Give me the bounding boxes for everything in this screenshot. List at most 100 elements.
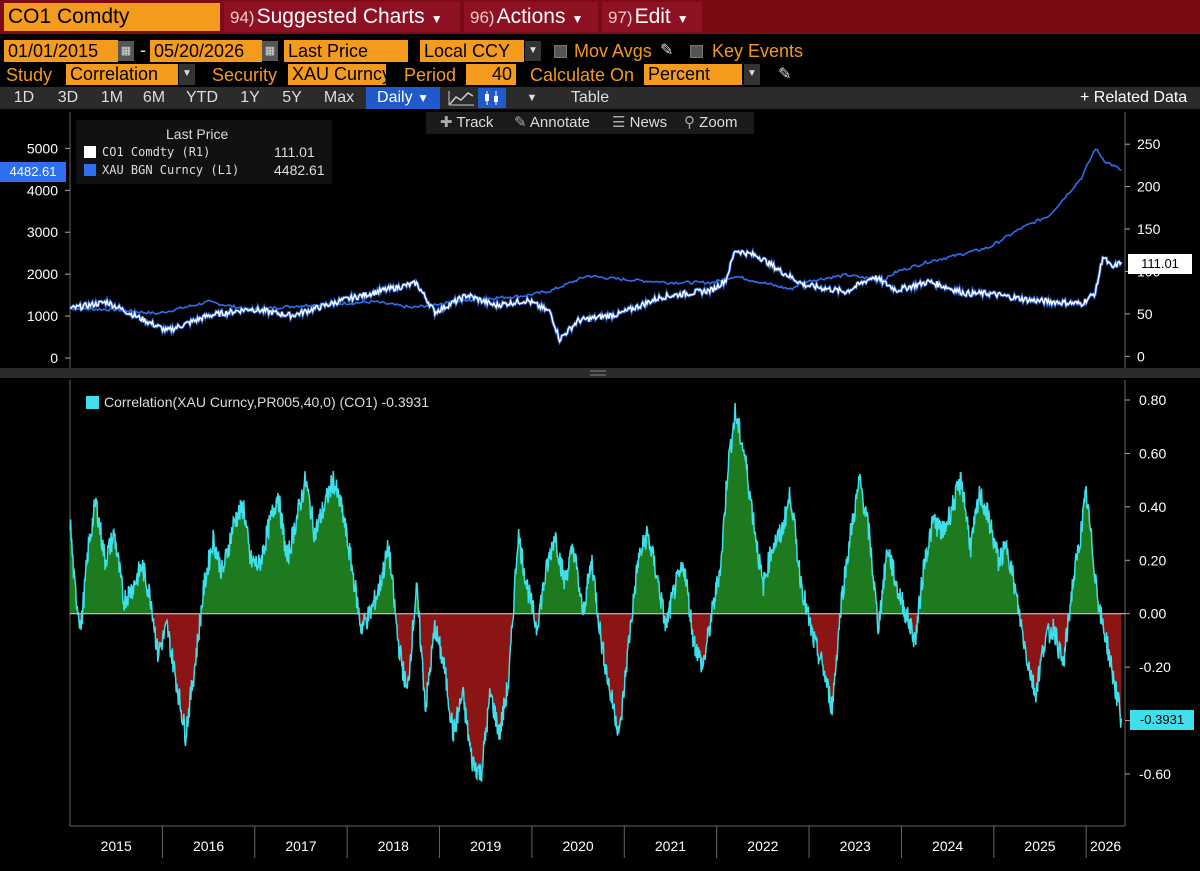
study-select[interactable]: Correlation: [66, 64, 178, 85]
track-tool[interactable]: ✚ Track: [440, 113, 493, 133]
security-input[interactable]: XAU Curncy: [288, 64, 386, 85]
chevron-down-icon: ▼: [676, 12, 689, 26]
legend-title: Last Price: [166, 126, 229, 142]
right-axis-tick-label: 150: [1137, 221, 1161, 237]
corr-axis-tick-label: 0.60: [1139, 445, 1166, 461]
pen-icon: ✎: [514, 114, 527, 131]
pencil-icon[interactable]: ✎: [778, 66, 792, 83]
study-label: Study: [6, 65, 53, 85]
year-label: 2024: [932, 838, 963, 854]
actions-num: 96): [470, 8, 495, 27]
chevron-down-icon[interactable]: ▼: [525, 41, 541, 61]
year-label: 2017: [285, 838, 316, 854]
corr-axis-tick-label: 0.40: [1139, 499, 1166, 515]
suggested-num: 94): [230, 8, 255, 27]
left-axis-tick-label: 3000: [27, 224, 58, 240]
edit-button[interactable]: 97)Edit ▼: [602, 2, 702, 32]
date-separator: -: [140, 40, 146, 60]
brent-price-line: [69, 249, 1122, 344]
corr-negative-area: [70, 613, 1122, 781]
price-field-select[interactable]: Last Price: [284, 40, 408, 62]
year-label: 2020: [563, 838, 594, 854]
left-axis-tick-label: 0: [50, 350, 58, 366]
range-3d[interactable]: 3D: [57, 89, 79, 106]
range-5y[interactable]: 5Y: [282, 89, 302, 106]
annotate-tool[interactable]: ✎ Annotate: [514, 113, 590, 133]
year-label: 2018: [378, 838, 409, 854]
chevron-down-icon[interactable]: ▼: [744, 64, 760, 85]
mov-avgs-checkbox[interactable]: [554, 45, 567, 58]
news-icon: ☰: [612, 114, 626, 131]
security-label: Security: [212, 65, 278, 85]
actions-button[interactable]: 96)Actions ▼: [464, 2, 598, 32]
correlation-legend-label: Correlation(XAU Curncy,PR005,40,0) (CO1)…: [104, 394, 429, 410]
frequency-select[interactable]: Daily ▼: [366, 87, 440, 109]
range-1m[interactable]: 1M: [100, 89, 124, 106]
brent-last-tag: 111.01: [1128, 254, 1192, 274]
related-data-button[interactable]: + Related Data: [1080, 89, 1188, 106]
year-label: 2019: [470, 838, 501, 854]
news-tool[interactable]: ☰ News: [612, 113, 667, 133]
period-input[interactable]: 40: [466, 64, 516, 85]
chevron-down-icon: ▼: [430, 12, 443, 26]
edit-num: 97): [608, 8, 633, 27]
right-axis-tick-label: 0: [1137, 348, 1145, 364]
range-6m[interactable]: 6M: [142, 89, 166, 106]
year-label: 2016: [193, 838, 224, 854]
legend-gold-value: 4482.61: [274, 162, 325, 178]
suggested-label: Suggested Charts: [256, 5, 425, 28]
range-max[interactable]: Max: [323, 89, 355, 106]
crosshair-icon: ✚: [440, 114, 453, 131]
range-1y[interactable]: 1Y: [240, 89, 260, 106]
year-label: 2021: [655, 838, 686, 854]
chevron-down-icon: ▼: [571, 12, 584, 26]
corr-axis-tick-label: 0.20: [1139, 552, 1166, 568]
calendar-icon[interactable]: ▦: [262, 41, 278, 61]
range-ytd[interactable]: YTD: [186, 89, 218, 106]
security-field[interactable]: CO1 Comdty: [4, 3, 220, 31]
corr-axis-tick-label: 0.80: [1139, 392, 1166, 408]
chevron-down-icon: ▼: [417, 91, 429, 105]
year-label: 2025: [1024, 838, 1055, 854]
correlation-line: [69, 402, 1123, 783]
pencil-icon[interactable]: ✎: [660, 42, 674, 59]
candlestick-icon[interactable]: [478, 88, 506, 108]
right-axis-tick-label: 250: [1137, 136, 1161, 152]
brent-price-line-outline: [69, 246, 1123, 346]
legend-brent-name: CO1 Comdty (R1): [102, 145, 211, 159]
calculate-on-select[interactable]: Percent: [644, 64, 742, 85]
line-chart-icon[interactable]: [446, 89, 476, 107]
chart-tools-bar: [426, 112, 754, 134]
calendar-icon[interactable]: ▦: [118, 41, 134, 61]
start-date-field[interactable]: 01/01/2015: [4, 40, 118, 62]
end-date-field[interactable]: 05/20/2026: [150, 40, 262, 62]
range-1d[interactable]: 1D: [13, 89, 35, 106]
actions-label: Actions: [496, 5, 566, 28]
period-label: Period: [404, 65, 457, 85]
zoom-tool[interactable]: ⚲ Zoom: [684, 113, 738, 133]
key-events-checkbox[interactable]: [690, 45, 703, 58]
right-axis-tick-label: 200: [1137, 179, 1161, 195]
track-label: Track: [456, 114, 494, 131]
suggested-charts-button[interactable]: 94)Suggested Charts ▼: [224, 2, 460, 32]
key-events-label: Key Events: [712, 41, 804, 61]
currency-select[interactable]: Local CCY: [420, 40, 524, 62]
corr-axis-tick-label: -0.20: [1139, 659, 1171, 675]
left-axis-tick-label: 1000: [27, 308, 58, 324]
corr-last-tag: -0.3931: [1130, 710, 1194, 730]
left-axis-tick-label: 5000: [27, 140, 58, 156]
gold-last-tag: 4482.61: [0, 162, 66, 182]
chevron-down-icon[interactable]: ▼: [179, 64, 195, 85]
legend-brent-value: 111.01: [274, 144, 315, 160]
range-toolbar: [0, 87, 1200, 109]
corr-axis-tick-label: 0.00: [1139, 606, 1166, 622]
corr-positive-area: [70, 403, 1122, 614]
calculate-on-label: Calculate On: [530, 65, 635, 85]
frequency-label: Daily: [377, 89, 413, 106]
chart-type-dropdown[interactable]: ▼: [526, 92, 538, 104]
pane-splitter: [0, 368, 1200, 378]
table-button[interactable]: Table: [570, 89, 610, 106]
legend-swatch-corr: [86, 396, 99, 409]
right-axis-tick-label: 50: [1137, 306, 1153, 322]
